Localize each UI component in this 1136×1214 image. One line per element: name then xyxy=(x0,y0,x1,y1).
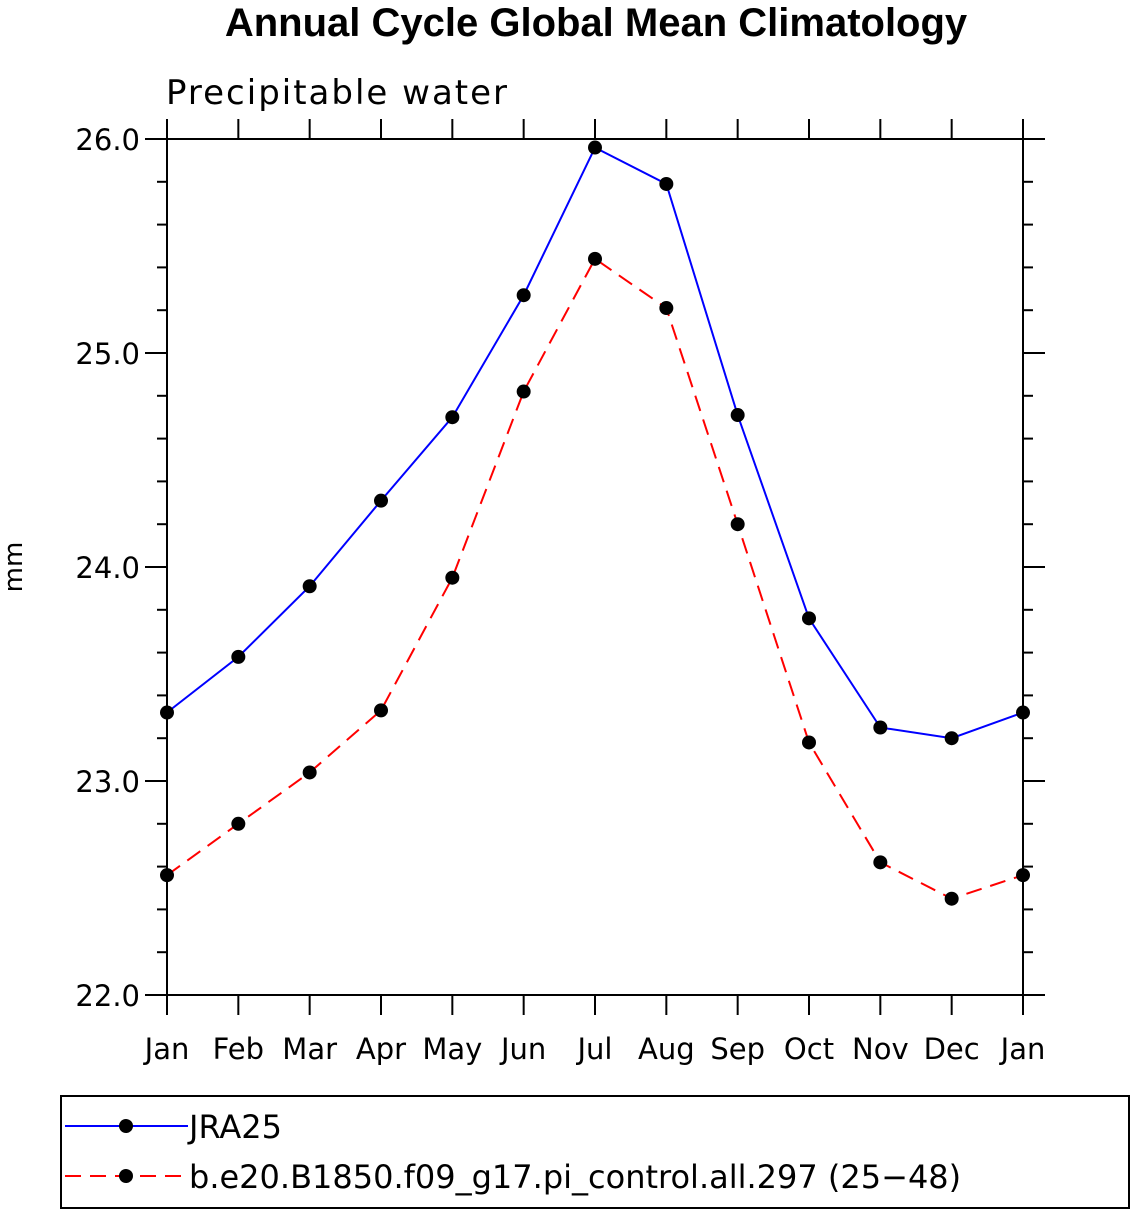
x-tick-label: Dec xyxy=(924,1032,980,1066)
legend-entries: JRA25 b.e20.B1850.f09_g17.pi_control.all.… xyxy=(65,1108,961,1196)
data-point xyxy=(659,301,674,316)
plot-frame xyxy=(166,138,1024,996)
data-point xyxy=(374,493,388,508)
series-2 xyxy=(160,251,1030,906)
data-point xyxy=(302,765,317,780)
data-point xyxy=(231,649,246,664)
x-tick-label: Nov xyxy=(852,1032,909,1066)
chart-title: Annual Cycle Global Mean Climatology xyxy=(225,1,968,45)
x-tick-label: Feb xyxy=(213,1032,264,1066)
y-tick-label: 24.0 xyxy=(75,551,140,585)
data-point xyxy=(516,384,531,399)
data-point xyxy=(730,408,745,423)
legend-label-1: JRA25 xyxy=(187,1108,282,1146)
legend-label-2: b.e20.B1850.f09_g17.pi_control.all.297 (… xyxy=(189,1158,961,1196)
data-point xyxy=(659,176,674,191)
series-group xyxy=(160,140,1030,906)
data-point xyxy=(944,891,959,906)
x-tick-label: Jul xyxy=(576,1032,613,1066)
y-tick-label: 25.0 xyxy=(75,337,140,371)
x-tick-label: Oct xyxy=(784,1032,834,1066)
x-tick-label: May xyxy=(422,1032,482,1066)
axes: 22.0 23.0 24.0 25.0 26.0 Jan Feb Mar Apr May Jun Ju… xyxy=(75,119,1045,1066)
data-point xyxy=(160,705,174,720)
x-tick-label: Jan xyxy=(143,1032,190,1066)
series-1 xyxy=(160,140,1030,746)
x-tick-label: Jan xyxy=(999,1032,1046,1066)
data-point xyxy=(231,816,246,831)
data-point xyxy=(445,570,460,585)
series-line xyxy=(166,146,1024,740)
legend-marker-2 xyxy=(119,1169,133,1183)
data-point xyxy=(588,251,602,266)
series-line xyxy=(166,257,1024,900)
legend-box xyxy=(60,1095,1130,1209)
legend-marker-1 xyxy=(119,1119,133,1133)
data-point xyxy=(160,868,174,883)
data-point xyxy=(374,703,388,718)
data-point xyxy=(1016,705,1030,720)
data-point xyxy=(802,611,816,626)
data-point xyxy=(445,410,460,425)
x-tick-label: Sep xyxy=(710,1032,765,1066)
data-point xyxy=(944,731,959,746)
y-tick-label: 26.0 xyxy=(75,123,140,157)
y-axis-label: mm xyxy=(0,542,29,593)
x-tick-label: Jun xyxy=(499,1032,546,1066)
x-tick-label: Aug xyxy=(638,1032,695,1066)
x-tick-label: Mar xyxy=(282,1032,337,1066)
chart-subtitle: Precipitable water xyxy=(166,73,509,113)
data-point xyxy=(516,288,531,303)
y-tick-label: 23.0 xyxy=(75,765,140,799)
x-tick-label: Apr xyxy=(356,1032,406,1066)
data-point xyxy=(1016,868,1030,883)
y-tick-label: 22.0 xyxy=(75,979,140,1013)
data-point xyxy=(873,720,888,735)
data-point xyxy=(302,579,317,594)
data-point xyxy=(802,735,816,750)
legend: JRA25 b.e20.B1850.f09_g17.pi_control.all.… xyxy=(60,1095,1130,1209)
data-point xyxy=(730,517,745,532)
data-point xyxy=(588,140,602,155)
data-point xyxy=(873,855,888,870)
